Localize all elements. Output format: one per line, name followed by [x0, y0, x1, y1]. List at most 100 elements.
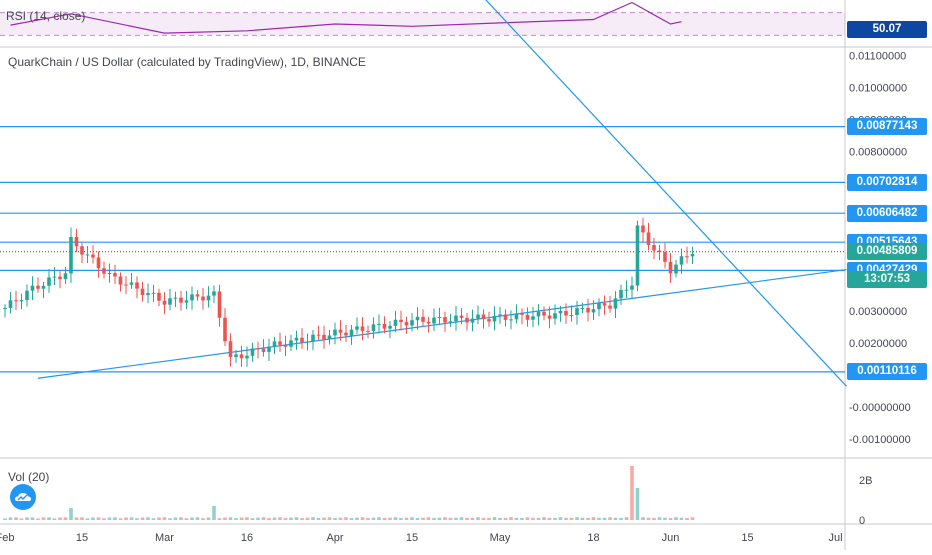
candle-body [311, 334, 315, 342]
price-scale-label: -0.00000000 [849, 402, 911, 414]
candle-body [25, 290, 29, 300]
volume-bar [283, 518, 288, 520]
candle-body [410, 320, 414, 326]
volume-bar [410, 517, 414, 520]
volume-bar [520, 517, 524, 520]
candle-body [635, 225, 640, 286]
candle-body [140, 288, 145, 296]
main-pane-title[interactable]: QuarkChain / US Dollar (calculated by Tr… [8, 55, 366, 69]
time-axis-label: Feb [0, 532, 14, 544]
candle-body [36, 285, 40, 289]
candle-body [382, 323, 387, 329]
candle-body [366, 330, 370, 332]
candle-body [267, 346, 271, 352]
volume-bar [641, 517, 645, 520]
volume-label[interactable]: Vol (20) [8, 470, 50, 484]
volume-bar [371, 517, 376, 520]
volume-bar [74, 517, 79, 520]
candle-body [305, 341, 310, 343]
candle-body [201, 296, 205, 301]
candle-body [300, 337, 304, 343]
volume-bar [679, 517, 684, 520]
time-axis-label: 16 [241, 532, 253, 544]
candle-body [283, 344, 288, 347]
candle-body [250, 348, 255, 356]
candle-body [580, 308, 585, 310]
volume-bar [322, 517, 326, 520]
candle-body [349, 329, 354, 336]
candle-body [481, 314, 486, 320]
time-axis-label: May [490, 532, 511, 544]
volume-bar [492, 517, 497, 520]
trendline-0 [37, 268, 847, 379]
candle-body [619, 289, 623, 299]
candle-body [426, 321, 431, 324]
candle-body [624, 289, 629, 291]
volume-bar [85, 518, 90, 520]
candle-body [63, 273, 68, 280]
time-axis-label: Apr [326, 532, 343, 544]
candle-body [162, 300, 167, 305]
candle-body [399, 319, 403, 323]
volume-bar [470, 517, 475, 520]
candle-body [19, 299, 24, 302]
volume-bar [168, 518, 172, 520]
volume-bar [250, 518, 255, 520]
candle-body [223, 317, 227, 342]
candle-body [179, 297, 183, 303]
candle-body [470, 318, 475, 323]
candle-body [338, 329, 343, 333]
candle-body [333, 329, 337, 336]
candle-body [316, 334, 321, 336]
volume-scale-label: 0 [859, 515, 865, 527]
volume-bar [256, 517, 260, 520]
volume-bar [366, 517, 370, 520]
candle-body [371, 324, 376, 332]
candles [3, 217, 695, 367]
volume-bar [91, 517, 95, 520]
volume-bar [311, 517, 315, 520]
volume-bar [234, 518, 238, 520]
volume-bar [487, 517, 491, 520]
candle-body [327, 335, 332, 340]
volume-bar [261, 517, 266, 520]
candle-body [47, 277, 51, 286]
time-axis-label: 18 [587, 532, 599, 544]
time-axis-label: Jul [828, 532, 842, 544]
candle-body [146, 293, 150, 296]
volume-bar [481, 517, 486, 520]
candle-body [597, 303, 601, 310]
candle-body [102, 268, 106, 274]
candle-body [360, 326, 365, 331]
volume-bar [102, 518, 106, 520]
volume-bar [388, 517, 392, 520]
volume-bar [96, 517, 101, 520]
candle-body [630, 285, 634, 290]
volume-bar [415, 517, 420, 520]
candle-body [509, 319, 513, 321]
candle-body [454, 315, 458, 322]
volume-bar [47, 517, 51, 520]
volume-bar [316, 518, 321, 520]
candle-body [536, 311, 541, 317]
cloud-icon[interactable] [10, 484, 36, 510]
volume-bar [586, 517, 590, 520]
volume-bar [404, 517, 409, 520]
volume-bar [118, 518, 123, 520]
candle-body [80, 246, 84, 255]
volume-bar [69, 508, 73, 520]
candle-body [14, 300, 18, 302]
volume-bar [465, 517, 469, 520]
volume-bar [212, 506, 216, 520]
rsi-label[interactable]: RSI (14, close) [6, 9, 86, 23]
volume-bar [575, 517, 579, 520]
candle-body [118, 276, 123, 285]
volume-bar [580, 517, 585, 520]
candle-body [377, 323, 381, 325]
volume-bar [459, 517, 464, 520]
volume-bar [58, 517, 62, 520]
last-price-tag: 0.00485809 [847, 243, 927, 261]
volume-bar [437, 517, 442, 520]
